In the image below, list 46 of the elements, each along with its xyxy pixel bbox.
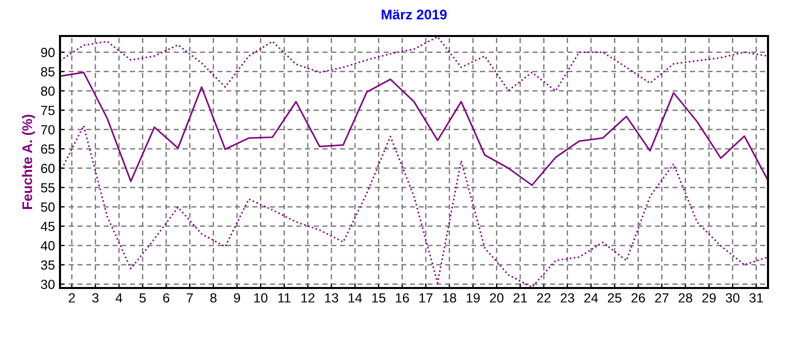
x-tick-label: 29	[702, 293, 716, 303]
y-tick-label: 45	[40, 222, 55, 232]
x-tick-label: 13	[325, 293, 338, 303]
x-tick-label: 31	[749, 293, 763, 303]
line-series	[60, 72, 768, 186]
x-tick-label: 18	[443, 293, 456, 303]
x-tick-label: 5	[139, 293, 146, 303]
x-tick-label: 19	[466, 293, 480, 303]
y-tick-label: 50	[40, 202, 55, 212]
x-tick-label: 30	[726, 293, 740, 303]
x-tick-label: 16	[396, 293, 409, 303]
x-tick-label: 10	[254, 293, 268, 303]
x-tick-label: 14	[348, 293, 362, 302]
y-tick-label: 85	[41, 67, 55, 76]
x-tick-label: 9	[234, 293, 240, 303]
x-tick-label: 6	[163, 293, 170, 303]
x-tick-label: 22	[537, 293, 550, 302]
chart-title: März 2019	[382, 10, 447, 20]
x-tick-label: 12	[301, 293, 314, 302]
x-tick-label: 25	[608, 293, 622, 303]
y-tick-label: 90	[41, 48, 55, 58]
x-tick-label: 4	[116, 293, 122, 302]
y-axis-title: Feuchte A. (%)	[22, 114, 35, 210]
y-tick-label: 75	[41, 106, 55, 116]
y-tick-label: 40	[40, 241, 55, 250]
x-tick-label: 3	[92, 293, 98, 303]
y-tick-label: 60	[41, 164, 55, 174]
y-tick-label: 55	[40, 183, 55, 192]
x-tick-label: 27	[655, 293, 668, 302]
x-tick-label: 11	[278, 293, 290, 302]
y-tick-label: 35	[40, 260, 55, 270]
y-tick-label: 30	[40, 280, 55, 290]
x-tick-label: 20	[490, 293, 504, 303]
y-tick-label: 80	[41, 86, 55, 96]
y-tick-label: 65	[41, 144, 55, 154]
x-tick-label: 21	[514, 293, 527, 302]
y-tick-label: 70	[41, 125, 55, 134]
x-tick-label: 17	[419, 293, 432, 302]
x-tick-label: 24	[584, 293, 598, 302]
x-tick-label: 26	[632, 293, 645, 303]
x-tick-label: 8	[210, 293, 216, 303]
x-tick-label: 23	[560, 293, 574, 303]
x-tick-label: 2	[68, 293, 75, 302]
x-tick-label: 7	[186, 293, 193, 302]
x-tick-label: 15	[372, 293, 386, 303]
x-tick-label: 28	[678, 293, 692, 303]
